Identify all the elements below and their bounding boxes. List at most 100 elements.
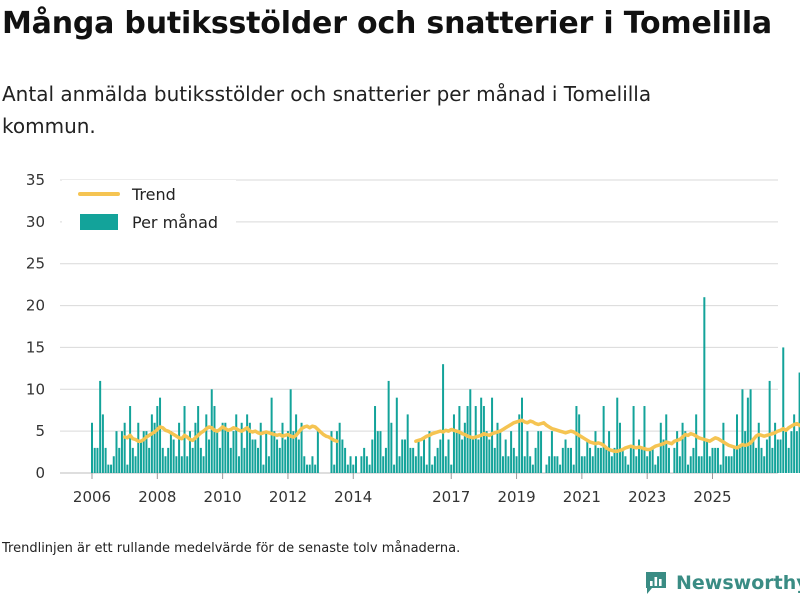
- bar: [210, 389, 213, 473]
- bar: [341, 439, 344, 473]
- bar: [545, 464, 548, 473]
- bar: [308, 464, 311, 473]
- bar: [613, 447, 616, 473]
- y-tick-label-30: 30: [26, 213, 45, 231]
- bar: [444, 456, 447, 473]
- x-tick-label-2019: 2019: [497, 488, 535, 506]
- bar: [790, 431, 793, 473]
- bar: [608, 431, 611, 473]
- bar: [640, 447, 643, 473]
- bar: [235, 414, 238, 473]
- bar: [104, 447, 107, 473]
- bar: [627, 464, 630, 473]
- bar: [703, 297, 706, 473]
- bar: [371, 439, 374, 473]
- bar: [452, 414, 455, 473]
- brand-name: Newsworthy: [676, 572, 800, 594]
- y-tick-label-35: 35: [26, 171, 45, 189]
- bar: [676, 431, 679, 473]
- bar: [556, 456, 559, 473]
- bar: [493, 447, 496, 473]
- bar: [175, 456, 178, 473]
- bar: [591, 456, 594, 473]
- bar: [96, 447, 99, 473]
- bar: [431, 464, 434, 473]
- bar: [237, 456, 240, 473]
- bar: [521, 397, 523, 473]
- bar: [711, 447, 714, 473]
- bar: [213, 406, 216, 473]
- bar: [463, 422, 466, 473]
- legend-label-trend: Trend: [131, 185, 176, 204]
- bar: [485, 431, 488, 473]
- bar: [692, 447, 695, 473]
- bar: [384, 447, 387, 473]
- bar: [771, 447, 774, 473]
- bar: [401, 439, 404, 473]
- bar: [578, 414, 581, 473]
- legend[interactable]: Trend Per månad: [62, 180, 236, 242]
- bar: [403, 439, 406, 473]
- bar: [306, 464, 308, 473]
- trend-line: [122, 424, 339, 443]
- bar: [638, 439, 641, 473]
- bar: [295, 414, 298, 473]
- bar: [768, 380, 771, 473]
- bar: [643, 406, 646, 473]
- bar: [540, 431, 543, 473]
- bar: [199, 447, 202, 473]
- bar: [482, 406, 485, 473]
- brand-logo[interactable]: Newsworthy: [644, 568, 800, 598]
- bar: [297, 439, 300, 473]
- bar: [123, 422, 126, 473]
- bar: [314, 464, 317, 473]
- bar: [259, 422, 262, 473]
- bar: [618, 422, 621, 473]
- bar: [659, 422, 662, 473]
- bar: [477, 439, 480, 473]
- bar: [439, 439, 442, 473]
- bar: [795, 431, 798, 473]
- x-tick-label-2025: 2025: [693, 488, 731, 506]
- bar: [455, 431, 458, 473]
- bar: [414, 456, 417, 473]
- bar: [605, 447, 608, 473]
- bar: [501, 456, 504, 473]
- page-subtitle: Antal anmälda butiksstölder och snatteri…: [2, 82, 652, 138]
- bar: [387, 380, 390, 473]
- bar: [733, 447, 736, 473]
- bar: [338, 422, 341, 473]
- bar: [526, 431, 529, 473]
- bar: [284, 439, 287, 473]
- bar: [300, 422, 303, 473]
- bar: [286, 431, 289, 473]
- bar: [118, 447, 121, 473]
- bar: [374, 406, 377, 473]
- bar: [553, 456, 556, 473]
- bar: [760, 447, 763, 473]
- bar: [550, 431, 553, 473]
- bar: [510, 431, 513, 473]
- bar: [708, 456, 711, 473]
- bar: [363, 447, 366, 473]
- bar: [749, 389, 752, 473]
- bar: [330, 431, 333, 473]
- y-axis: 0 5 10 15 20 25 30 35: [26, 171, 45, 482]
- x-tick-label-2023: 2023: [628, 488, 666, 506]
- bar: [744, 431, 747, 473]
- bar: [736, 414, 738, 473]
- bar: [442, 364, 445, 473]
- bar: [178, 422, 181, 473]
- bar: [496, 422, 499, 473]
- bar: [379, 431, 382, 473]
- bar: [169, 431, 172, 473]
- bar: [126, 464, 129, 473]
- bar: [164, 456, 167, 473]
- bar: [667, 447, 670, 473]
- bar: [610, 456, 613, 473]
- bar: [779, 439, 782, 473]
- bar: [91, 422, 93, 473]
- bar: [725, 456, 728, 473]
- bar: [687, 464, 690, 473]
- bar: [335, 431, 338, 473]
